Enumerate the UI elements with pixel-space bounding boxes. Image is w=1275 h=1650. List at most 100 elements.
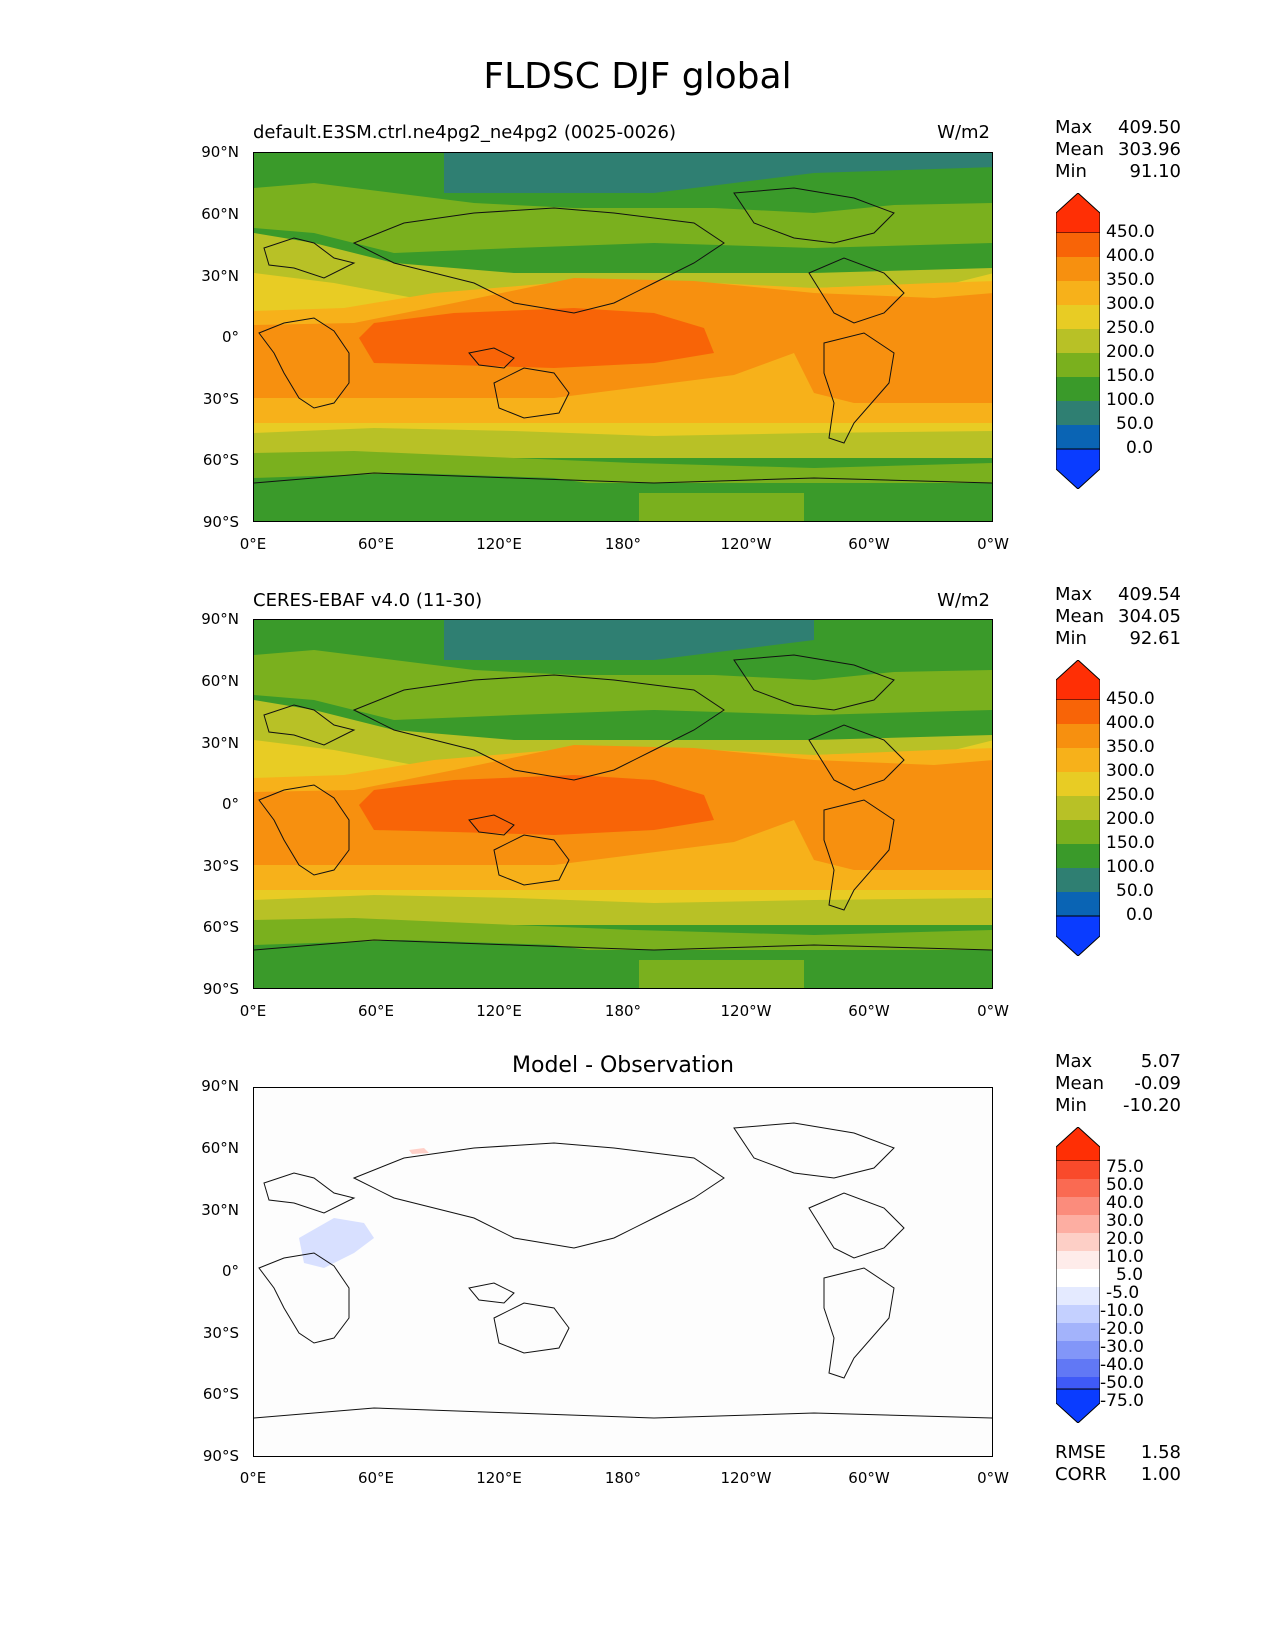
colorbar-label: 0.0 — [1126, 438, 1154, 458]
rmse-value: 1.58 — [1140, 1442, 1181, 1463]
panel2-lat-tick: 30°N — [201, 734, 239, 752]
colorbar-label: 250.0 — [1106, 318, 1155, 338]
panel2-lat-tick: 0° — [221, 795, 239, 813]
panel1-left-title: default.E3SM.ctrl.ne4pg2_ne4pg2 (0025-00… — [253, 122, 676, 143]
colorbar-label: -50.0 — [1100, 1373, 1144, 1393]
panel1-lon-tick: 60°E — [357, 535, 395, 553]
panel3-lon-tick: 120°E — [476, 1469, 522, 1487]
colorbar-label: -20.0 — [1100, 1319, 1144, 1339]
colorbar-label: 50.0 — [1106, 1175, 1144, 1195]
panel2-lon-tick: 60°E — [357, 1002, 395, 1020]
colorbar-label: 400.0 — [1106, 246, 1155, 266]
colorbar-label: 200.0 — [1106, 809, 1155, 829]
panel3-lat-tick: 60°N — [201, 1139, 239, 1157]
stat-max: 409.54 — [1118, 584, 1181, 605]
panel3-lat-tick: 60°S — [202, 1385, 239, 1403]
panel1-lat-tick: 90°S — [202, 513, 239, 531]
panel1-lon-tick: 0°E — [239, 535, 267, 553]
panel1-lon-tick: 120°E — [476, 535, 522, 553]
panel3-map — [253, 1087, 993, 1457]
stat-label: Mean — [1055, 139, 1105, 160]
panel1-lat-tick: 60°N — [201, 205, 239, 223]
panel2-lat-tick: 90°N — [201, 610, 239, 628]
stat-max: 409.50 — [1118, 117, 1181, 138]
colorbar-label: 40.0 — [1106, 1193, 1144, 1213]
panel3-lat-tick: 30°N — [201, 1201, 239, 1219]
stat-label: Mean — [1055, 1073, 1105, 1094]
panel2-lat-tick: 60°N — [201, 672, 239, 690]
colorbar-label: 350.0 — [1106, 737, 1155, 757]
stat-label: Mean — [1055, 606, 1105, 627]
stat-min: 92.61 — [1129, 628, 1181, 649]
colorbar-label: 75.0 — [1106, 1157, 1144, 1177]
panel3-title: Model - Observation — [512, 1053, 734, 1078]
panel2-lon-tick: 0°W — [977, 1002, 1009, 1020]
panel2-lon-tick: 0°E — [239, 1002, 267, 1020]
panel1-lat-tick: 30°N — [201, 267, 239, 285]
panel2-units: W/m2 — [937, 590, 990, 611]
panel2-lon-tick: 180° — [604, 1002, 642, 1020]
rmse-label: RMSE — [1055, 1442, 1106, 1463]
colorbar-label: 30.0 — [1106, 1211, 1144, 1231]
panel2-lat-tick: 30°S — [202, 857, 239, 875]
stat-label: Min — [1055, 1095, 1087, 1116]
colorbar-label: 450.0 — [1106, 689, 1155, 709]
panel3-lon-tick: 60°W — [848, 1469, 890, 1487]
panel1-stats: Max 409.50 Mean 303.96 Min 91.10 — [1055, 117, 1181, 183]
colorbar-label: 400.0 — [1106, 713, 1155, 733]
colorbar-label: 50.0 — [1116, 881, 1154, 901]
corr-value: 1.00 — [1140, 1464, 1181, 1485]
corr-label: CORR — [1055, 1464, 1107, 1485]
stat-min: 91.10 — [1129, 161, 1181, 182]
stat-label: Min — [1055, 161, 1087, 182]
panel2-colorbar — [1055, 659, 1101, 960]
panel1-map — [253, 152, 993, 522]
panel1-lat-tick: 60°S — [202, 451, 239, 469]
stat-min: -10.20 — [1122, 1095, 1181, 1116]
colorbar-label: 300.0 — [1106, 761, 1155, 781]
panel1-lat-tick: 90°N — [201, 143, 239, 161]
stat-mean: 304.05 — [1118, 606, 1181, 627]
colorbar-label: 200.0 — [1106, 342, 1155, 362]
colorbar-label: 450.0 — [1106, 222, 1155, 242]
stat-mean: -0.09 — [1134, 1073, 1181, 1094]
stat-max: 5.07 — [1140, 1051, 1181, 1072]
colorbar-label: 350.0 — [1106, 270, 1155, 290]
panel1-lon-tick: 0°W — [977, 535, 1009, 553]
panel3-metrics: RMSE 1.58 CORR 1.00 — [1055, 1442, 1181, 1486]
panel2-lon-tick: 120°E — [476, 1002, 522, 1020]
colorbar-label: 50.0 — [1116, 414, 1154, 434]
panel3-lon-tick: 0°E — [239, 1469, 267, 1487]
colorbar-label: -40.0 — [1100, 1355, 1144, 1375]
panel3-lat-tick: 90°N — [201, 1077, 239, 1095]
panel1-lon-tick: 120°W — [720, 535, 772, 553]
panel3-lon-tick: 180° — [604, 1469, 642, 1487]
colorbar-label: 250.0 — [1106, 785, 1155, 805]
colorbar-label: -5.0 — [1106, 1283, 1140, 1303]
panel2-map — [253, 619, 993, 989]
panel3-lon-tick: 120°W — [720, 1469, 772, 1487]
stat-label: Max — [1055, 1051, 1093, 1072]
panel2-lon-tick: 120°W — [720, 1002, 772, 1020]
panel2-lat-tick: 60°S — [202, 918, 239, 936]
colorbar-label: -30.0 — [1100, 1337, 1144, 1357]
panel1-units: W/m2 — [937, 122, 990, 143]
panel3-lat-tick: 30°S — [202, 1324, 239, 1342]
colorbar-label: -75.0 — [1100, 1391, 1144, 1411]
colorbar-label: 100.0 — [1106, 390, 1155, 410]
panel1-colorbar — [1055, 192, 1101, 493]
panel1-lon-tick: 180° — [604, 535, 642, 553]
panel3-lat-tick: 90°S — [202, 1447, 239, 1465]
stat-label: Min — [1055, 628, 1087, 649]
colorbar-label: 100.0 — [1106, 857, 1155, 877]
panel3-stats: Max 5.07 Mean -0.09 Min -10.20 — [1055, 1051, 1181, 1117]
colorbar-label: 150.0 — [1106, 833, 1155, 853]
panel3-lon-tick: 0°W — [977, 1469, 1009, 1487]
panel1-lat-tick: 0° — [221, 328, 239, 346]
stat-label: Max — [1055, 117, 1093, 138]
colorbar-label: -10.0 — [1100, 1301, 1144, 1321]
panel2-stats: Max 409.54 Mean 304.05 Min 92.61 — [1055, 584, 1181, 650]
panel3-lat-tick: 0° — [221, 1262, 239, 1280]
panel3-lon-tick: 60°E — [357, 1469, 395, 1487]
figure-title: FLDSC DJF global — [483, 56, 792, 97]
